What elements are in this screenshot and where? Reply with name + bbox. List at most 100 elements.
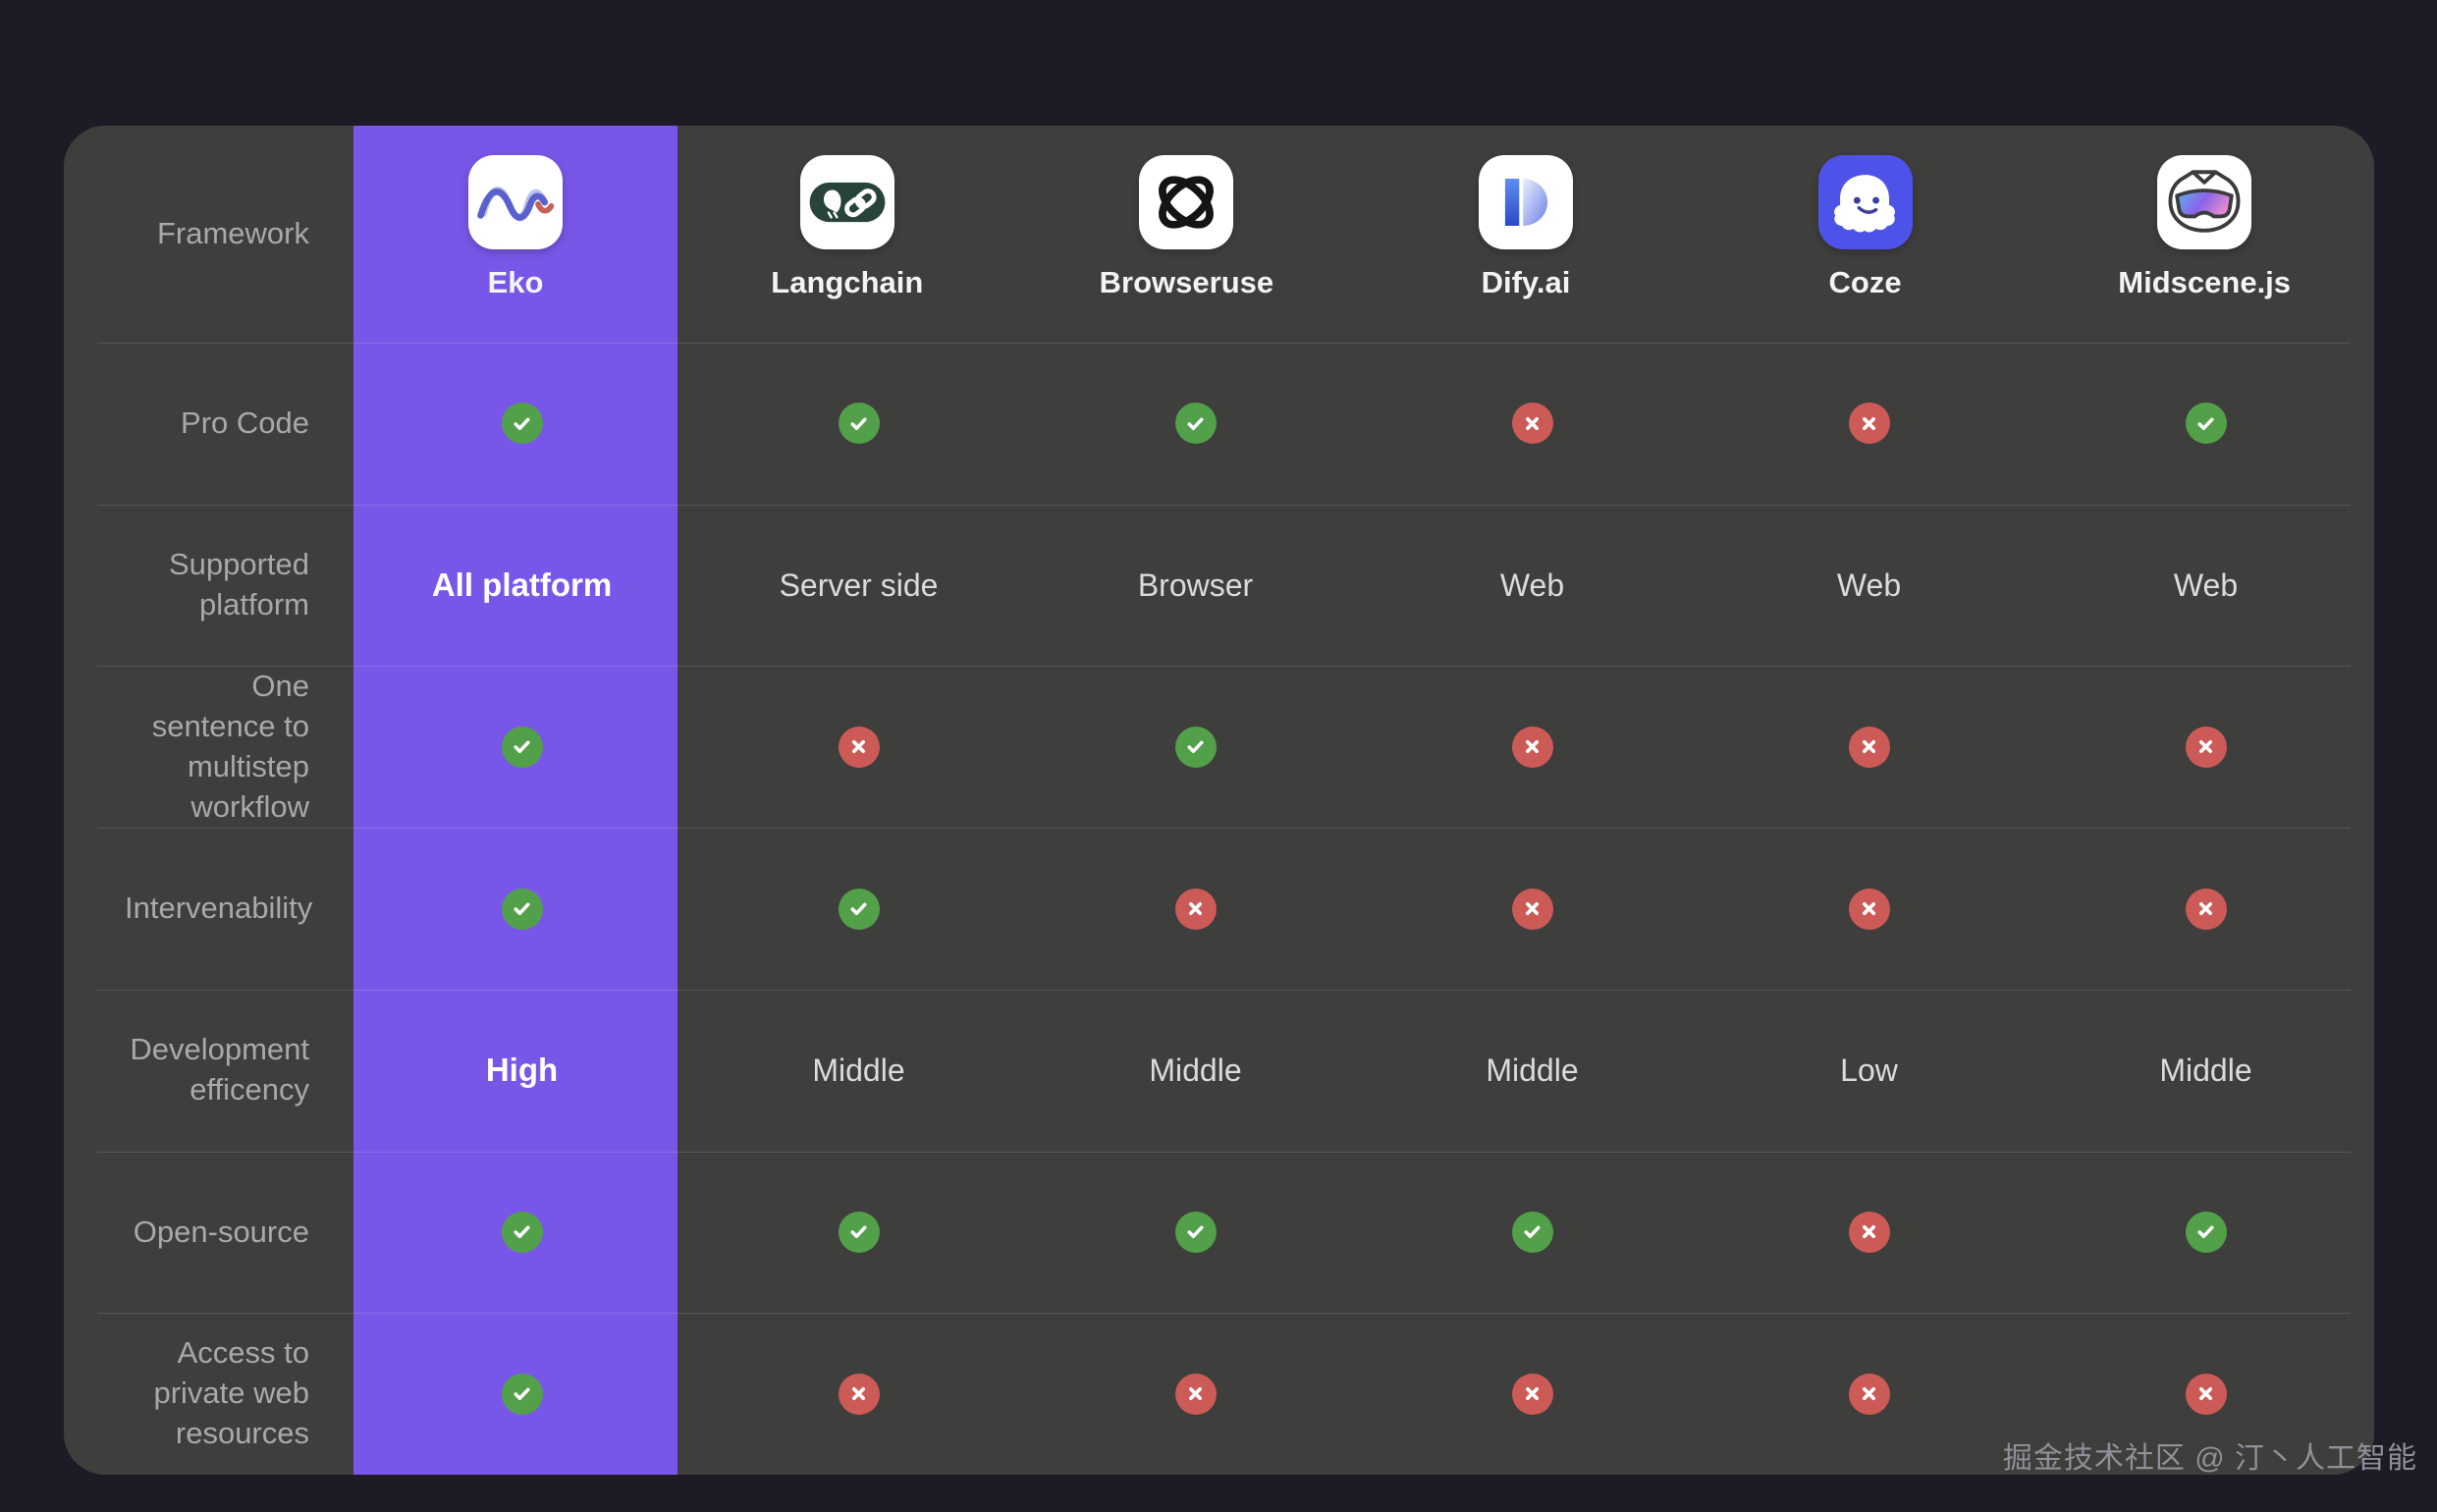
table-cell [690, 1313, 1027, 1475]
cross-icon [1848, 1373, 1890, 1415]
column-header-langchain: Langchain [677, 126, 1017, 343]
cross-icon [1511, 403, 1553, 445]
coze-ghost-icon [1817, 155, 1913, 249]
table-cell: Web [2037, 505, 2374, 667]
table-cell [2037, 1313, 2374, 1475]
table-cell [2037, 1152, 2374, 1314]
table-row: One sentence to multistep workflow [64, 666, 2374, 828]
cell-value: High [485, 1052, 559, 1089]
table-cell: Browser [1027, 505, 1364, 667]
table-cell [1701, 1313, 2037, 1475]
table-row: Supported platform All platform Server sid… [64, 504, 2374, 667]
row-label-cell: Development efficency [64, 990, 353, 1152]
row-label: Open-source [133, 1214, 309, 1249]
browseruse-orbit-icon [1139, 155, 1234, 249]
column-header-dify: Dify.ai [1356, 126, 1696, 343]
table-cell [353, 666, 690, 828]
check-icon [838, 1211, 880, 1253]
row-label-cell: Access to private web resources [64, 1313, 353, 1475]
table-cell [1701, 666, 2037, 828]
row-label-cell: Pro Code [64, 343, 353, 505]
cross-icon [1848, 888, 1890, 930]
cell-value: Web [1499, 567, 1565, 603]
cross-icon [1511, 888, 1553, 930]
table-row: Open-source [64, 1151, 2374, 1314]
check-icon [1511, 1211, 1553, 1253]
table-cell [690, 343, 1027, 505]
table-cell: High [353, 990, 690, 1152]
cross-icon [838, 726, 880, 768]
table-cell [1364, 343, 1701, 505]
check-icon [2185, 403, 2227, 445]
row-label: Access to private web resources [153, 1335, 309, 1451]
cell-value: Low [1840, 1052, 1898, 1088]
framework-name: Midscene.js [2118, 265, 2292, 299]
table-cell [690, 1152, 1027, 1314]
midscene-goggles-icon [2157, 155, 2252, 249]
cross-icon [1848, 726, 1890, 768]
framework-name: Dify.ai [1481, 265, 1571, 299]
check-icon [1174, 403, 1217, 445]
table-cell [1364, 1152, 1701, 1314]
cross-icon [2185, 726, 2227, 768]
framework-name: Coze [1828, 265, 1902, 299]
table-cell: Middle [2037, 990, 2374, 1152]
table-cell [690, 828, 1027, 990]
watermark: 掘金技术社区 @ 汀丶人工智能 [2002, 1442, 2417, 1475]
table-cell [1701, 828, 2037, 990]
row-label: One sentence to multistep workflow [151, 668, 309, 824]
corner-header-cell: Framework [64, 126, 353, 343]
table-cell [353, 1313, 690, 1475]
table-cell: Web [1701, 505, 2037, 667]
table-cell [353, 343, 690, 505]
row-label-cell: One sentence to multistep workflow [64, 666, 353, 828]
column-header-browseruse: Browseruse [1017, 126, 1357, 343]
table-cell: Web [1364, 505, 1701, 667]
cell-value: Middle [1149, 1052, 1242, 1088]
framework-name: Langchain [771, 265, 924, 299]
column-header-eko: Eko [353, 126, 677, 343]
table-cell [1027, 1313, 1364, 1475]
cell-value: Web [2173, 567, 2239, 603]
eko-wave-icon [468, 155, 563, 249]
check-icon [2185, 1211, 2227, 1253]
check-icon [501, 888, 543, 930]
check-icon [838, 403, 880, 445]
cross-icon [1848, 1211, 1890, 1253]
cross-icon [1511, 1373, 1553, 1415]
cell-value: Middle [812, 1052, 905, 1088]
check-icon [1174, 726, 1217, 768]
cross-icon [2185, 1373, 2227, 1415]
check-icon [501, 726, 543, 768]
table-cell [1701, 1152, 2037, 1314]
check-icon [501, 403, 543, 445]
cross-icon [1848, 403, 1890, 445]
cross-icon [1174, 1373, 1217, 1415]
row-label: Development efficency [130, 1032, 309, 1107]
cell-value: Middle [2159, 1052, 2252, 1088]
table-cell [1364, 828, 1701, 990]
table-cell [1364, 1313, 1701, 1475]
cell-value: Middle [1486, 1052, 1579, 1088]
column-header-coze: Coze [1696, 126, 2035, 343]
cross-icon [1511, 726, 1553, 768]
cross-icon [2185, 888, 2227, 930]
table-cell: Server side [690, 505, 1027, 667]
table-row: Pro Code [64, 343, 2374, 505]
table-cell: All platform [353, 505, 690, 667]
row-label-cell: Intervenability [64, 828, 353, 990]
table-cell: Middle [1364, 990, 1701, 1152]
check-icon [1174, 1211, 1217, 1253]
framework-header-label: Framework [156, 216, 309, 251]
table-cell [353, 828, 690, 990]
check-icon [501, 1373, 543, 1415]
row-label: Intervenability [125, 891, 313, 926]
table-cell [2037, 666, 2374, 828]
langchain-parrot-chain-icon [799, 155, 894, 249]
table-row: Access to private web resources [64, 1313, 2374, 1475]
table-row: Development efficency High Middle Middle Mid… [64, 989, 2374, 1152]
cell-value: Browser [1137, 567, 1254, 603]
cross-icon [1174, 888, 1217, 930]
column-header-midscene: Midscene.js [2034, 126, 2374, 343]
table-cell [1027, 666, 1364, 828]
